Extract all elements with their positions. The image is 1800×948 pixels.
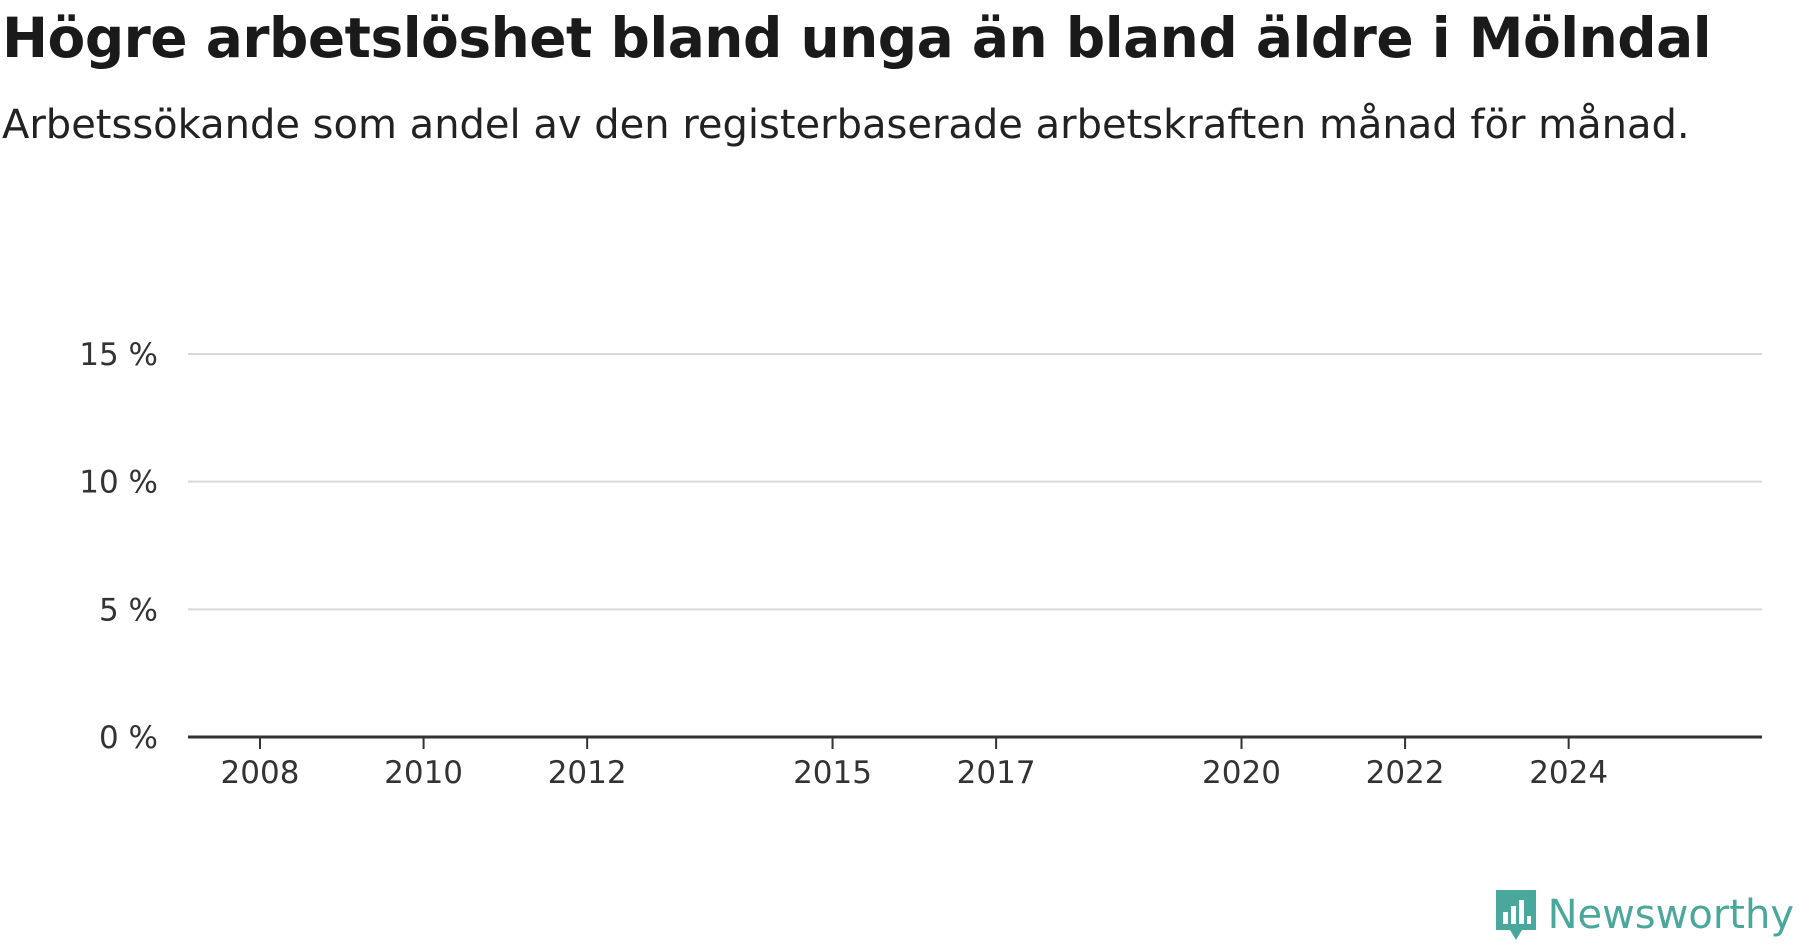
y-tick-label: 15 % [79, 337, 158, 373]
x-tick-label: 2010 [384, 755, 463, 791]
x-tick-label: 2008 [221, 755, 300, 791]
x-tick-label: 2017 [957, 755, 1036, 791]
chart-title: Högre arbetslöshet bland unga än bland ä… [2, 6, 1712, 70]
brand-name: Newsworthy [1547, 892, 1794, 938]
x-tick-label: 2015 [793, 755, 872, 791]
x-tick-label: 2022 [1366, 755, 1445, 791]
gridlines [188, 353, 1762, 611]
y-tick-label: 10 % [79, 465, 158, 501]
newsworthy-logo-icon [1495, 890, 1536, 940]
x-tick-label: 2020 [1202, 755, 1281, 791]
x-tick-label: 2024 [1529, 755, 1608, 791]
y-tick-label: 5 % [99, 592, 158, 628]
brand-logo: Newsworthy [1492, 886, 1794, 944]
y-axis-ticks: 0 % 5 % 10 % 15 % [79, 337, 158, 756]
x-tick-label: 2012 [548, 755, 627, 791]
y-tick-label: 0 % [99, 720, 158, 756]
chart-subtitle: Arbetssökande som andel av den registerb… [2, 102, 1690, 148]
x-axis: 2008 2010 2012 2015 2017 2020 2022 2024 [188, 735, 1762, 791]
